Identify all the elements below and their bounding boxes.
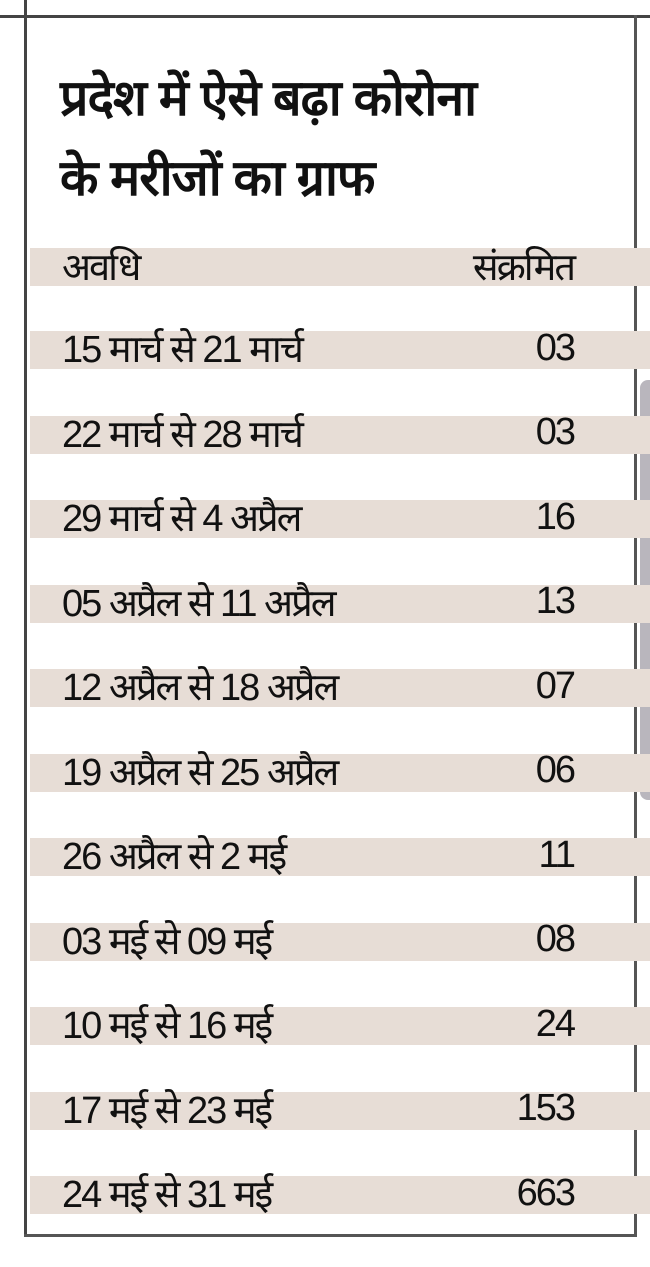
table-row: 24 मई से 31 मई 663 [62,1170,576,1217]
table-header: अवधि संक्रमित [62,243,576,289]
row-band [30,1091,650,1130]
period-cell: 05 अप्रैल से 11 अप्रैल [62,582,336,625]
row-band [30,669,650,707]
infected-cell: 07 [535,664,576,707]
table-row: 26 अप्रैल से 2 मई 11 [62,832,576,879]
row-band [30,415,650,454]
table-row: 03 मई से 09 मई 08 [62,917,576,963]
table-row: 29 मार्च से 4 अप्रैल 16 [62,494,576,541]
table-row: 19 अप्रैल से 25 अप्रैल 06 [62,748,576,794]
infected-cell: 663 [516,1171,576,1214]
period-cell: 15 मार्च से 21 मार्च [62,329,304,371]
infected-cell: 13 [535,580,576,622]
infected-cell: 153 [516,1087,576,1129]
infected-cell: 08 [535,918,576,960]
table-row: 12 अप्रैल से 18 अप्रैल 07 [62,663,576,710]
table-row: 15 मार्च से 21 मार्च 03 [62,325,576,372]
row-band [30,1007,650,1045]
infected-cell: 03 [535,411,576,453]
infected-cell: 11 [538,833,576,876]
row-band [30,584,650,623]
period-cell: 10 मई से 16 मई [62,1005,273,1047]
row-band [30,1176,650,1214]
infected-cell: 03 [535,326,576,369]
period-cell: 29 मार्च से 4 अप्रैल [62,498,302,540]
row-band [30,331,650,369]
period-cell: 22 मार्च से 28 मार्च [62,413,304,456]
period-cell: 19 अप्रैल से 25 अप्रैल [62,751,339,794]
title-line-1: प्रदेश में ऐसे बढ़ा कोरोना [60,70,477,126]
period-cell: 12 अप्रैल से 18 अप्रैल [62,667,339,709]
title-line-2: के मरीजों का ग्राफ [60,150,375,206]
row-band [30,838,650,876]
table-title: प्रदेश में ऐसे बढ़ा कोरोना के मरीजों का … [60,58,477,218]
row-band [30,922,650,961]
table-row: 17 मई से 23 मई 153 [62,1086,576,1132]
table-row: 22 मार्च से 28 मार्च 03 [62,410,576,456]
period-cell: 03 मई से 09 मई [62,920,273,963]
period-cell: 24 मई से 31 मई [62,1174,273,1216]
row-band [30,500,650,538]
infected-cell: 06 [535,749,576,791]
header-infected: संक्रमित [472,247,576,289]
bottom-border [24,1234,637,1237]
infected-cell: 24 [535,1002,576,1045]
header-period: अवधि [62,247,141,289]
header-band [30,248,650,286]
period-cell: 26 अप्रैल से 2 मई [62,836,287,878]
top-border [0,15,650,18]
table-row: 05 अप्रैल से 11 अप्रैल 13 [62,579,576,625]
infected-cell: 16 [535,495,576,538]
table-row: 10 मई से 16 मई 24 [62,1001,576,1048]
left-border [24,0,27,1237]
row-band [30,753,650,792]
period-cell: 17 मई से 23 मई [62,1089,273,1132]
right-border [634,15,637,1237]
